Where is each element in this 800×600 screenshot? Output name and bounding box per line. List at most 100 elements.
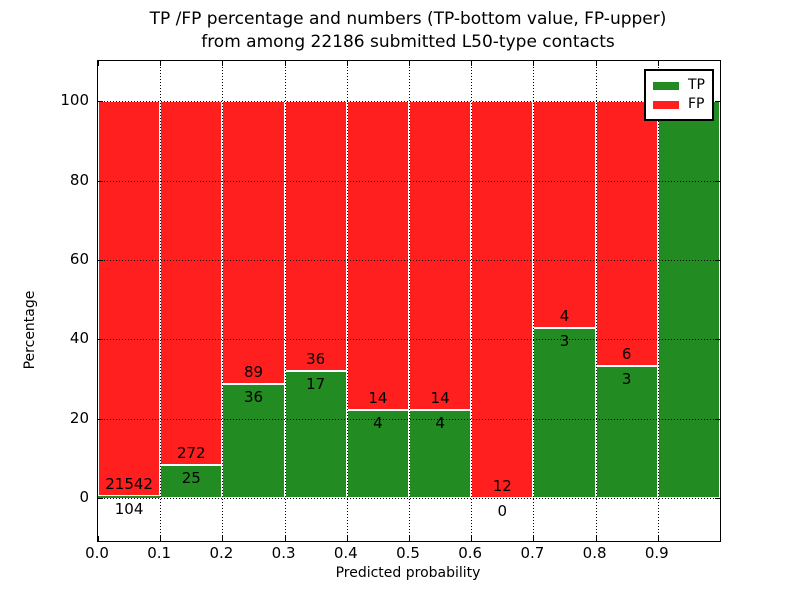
horizontal-gridline xyxy=(98,260,720,262)
y-tick-right xyxy=(715,180,720,182)
fp-count-label: 14 xyxy=(368,389,388,407)
fp-bar-segment xyxy=(160,101,223,465)
vertical-gridline xyxy=(595,61,597,541)
fp-bar-segment xyxy=(533,101,596,329)
chart-title: TP /FP percentage and numbers (TP-bottom… xyxy=(108,8,708,55)
x-tick-top xyxy=(471,61,473,66)
x-tick-top xyxy=(284,61,286,66)
x-tick-bottom xyxy=(657,536,659,541)
x-tick-bottom xyxy=(346,536,348,541)
vertical-gridline xyxy=(409,61,410,541)
fp-count-label: 89 xyxy=(243,362,264,381)
x-tick-bottom xyxy=(595,536,597,541)
fp-count-label: 4 xyxy=(559,307,570,326)
plot-area: TP FP 21542 104 272 25 89 36 36 17 14 4 14 4 12 0 4 3 6 3… xyxy=(97,60,721,542)
tp-count-label: 4 xyxy=(373,414,383,432)
tp-count-label: 36 xyxy=(243,387,264,406)
tp-count-label: 3 xyxy=(559,332,570,351)
y-tick-left xyxy=(98,418,103,420)
x-tick-label: 0.5 xyxy=(396,544,420,562)
tp-bar-segment xyxy=(98,496,161,499)
fp-bar-segment xyxy=(409,101,472,410)
vertical-gridline xyxy=(346,61,348,541)
x-tick-bottom xyxy=(160,536,162,541)
y-tick-label: 0 xyxy=(79,488,89,507)
x-tick-top xyxy=(346,61,348,66)
vertical-gridline xyxy=(222,61,224,541)
x-tick-top xyxy=(160,61,162,66)
fp-count-label: 272 xyxy=(176,443,206,462)
horizontal-gridline xyxy=(98,101,720,103)
x-tick-bottom xyxy=(533,536,535,541)
x-tick-bottom xyxy=(471,536,473,541)
x-tick-label: 0.9 xyxy=(644,544,669,562)
legend-label-tp: TP xyxy=(688,77,705,93)
tp-count-label: 104 xyxy=(114,500,144,519)
x-tick-bottom xyxy=(284,536,286,541)
horizontal-gridline xyxy=(98,498,720,500)
vertical-gridline xyxy=(657,61,659,541)
y-tick-right xyxy=(715,418,720,420)
horizontal-gridline xyxy=(98,418,720,420)
horizontal-gridline xyxy=(98,180,720,182)
x-axis-label: Predicted probability xyxy=(335,565,481,581)
fp-count-label: 12 xyxy=(492,477,512,496)
y-tick-right xyxy=(715,101,720,103)
y-tick-label: 40 xyxy=(69,329,89,348)
x-tick-label: 0.6 xyxy=(458,544,483,562)
tp-bar-segment xyxy=(657,101,720,499)
vertical-gridline xyxy=(533,61,535,541)
y-tick-right xyxy=(715,260,720,262)
x-tick-bottom xyxy=(409,536,410,541)
y-tick-left xyxy=(98,260,103,262)
legend-item-tp: TP xyxy=(653,76,705,95)
x-tick-top xyxy=(657,61,659,66)
x-tick-label: 0.8 xyxy=(582,544,607,562)
chart-title-line2: from among 22186 submitted L50-type cont… xyxy=(201,32,615,53)
fp-count-label: 21542 xyxy=(105,475,153,494)
tp-count-label: 3 xyxy=(621,369,632,388)
legend: TP FP xyxy=(644,69,714,121)
x-tick-top xyxy=(595,61,597,66)
y-tick-left xyxy=(98,339,103,341)
tp-count-label: 25 xyxy=(181,468,201,487)
fp-bar-segment xyxy=(284,101,347,371)
fp-color-swatch xyxy=(653,100,679,109)
fp-count-label: 6 xyxy=(621,344,632,363)
x-tick-label: 0.7 xyxy=(520,544,545,562)
tp-count-label: 4 xyxy=(435,414,445,432)
y-tick-left xyxy=(98,101,103,103)
y-tick-label: 80 xyxy=(69,170,89,189)
legend-label-fp: FP xyxy=(688,96,705,112)
x-tick-label: 0.2 xyxy=(209,544,234,562)
fp-bar-segment xyxy=(595,101,658,366)
fp-count-label: 36 xyxy=(306,349,326,368)
tp-bar-segment xyxy=(284,370,347,499)
x-tick-bottom xyxy=(222,536,224,541)
fp-bar-segment xyxy=(471,101,534,499)
y-tick-right xyxy=(715,498,720,500)
horizontal-gridline xyxy=(98,339,720,341)
y-tick-right xyxy=(715,339,720,341)
x-tick-top xyxy=(533,61,535,66)
x-tick-bottom xyxy=(98,536,99,541)
y-tick-label: 60 xyxy=(69,250,89,269)
legend-item-fp: FP xyxy=(653,95,705,114)
x-tick-top xyxy=(409,61,410,66)
x-tick-top xyxy=(222,61,224,66)
vertical-gridline xyxy=(471,61,473,541)
fp-bar-segment xyxy=(98,101,161,497)
vertical-gridline xyxy=(284,61,286,541)
fp-count-label: 14 xyxy=(430,389,450,407)
x-tick-label: 0.0 xyxy=(85,544,109,562)
x-tick-top xyxy=(98,61,99,66)
x-tick-label: 0.3 xyxy=(271,544,296,562)
tp-bar-segment xyxy=(222,383,285,499)
fp-bar-segment xyxy=(222,101,285,384)
tp-count-label: 0 xyxy=(497,502,508,521)
y-tick-label: 100 xyxy=(60,91,89,110)
tp-bar-segment xyxy=(533,328,596,499)
x-tick-label: 0.4 xyxy=(333,544,358,562)
y-tick-label: 20 xyxy=(69,408,89,427)
